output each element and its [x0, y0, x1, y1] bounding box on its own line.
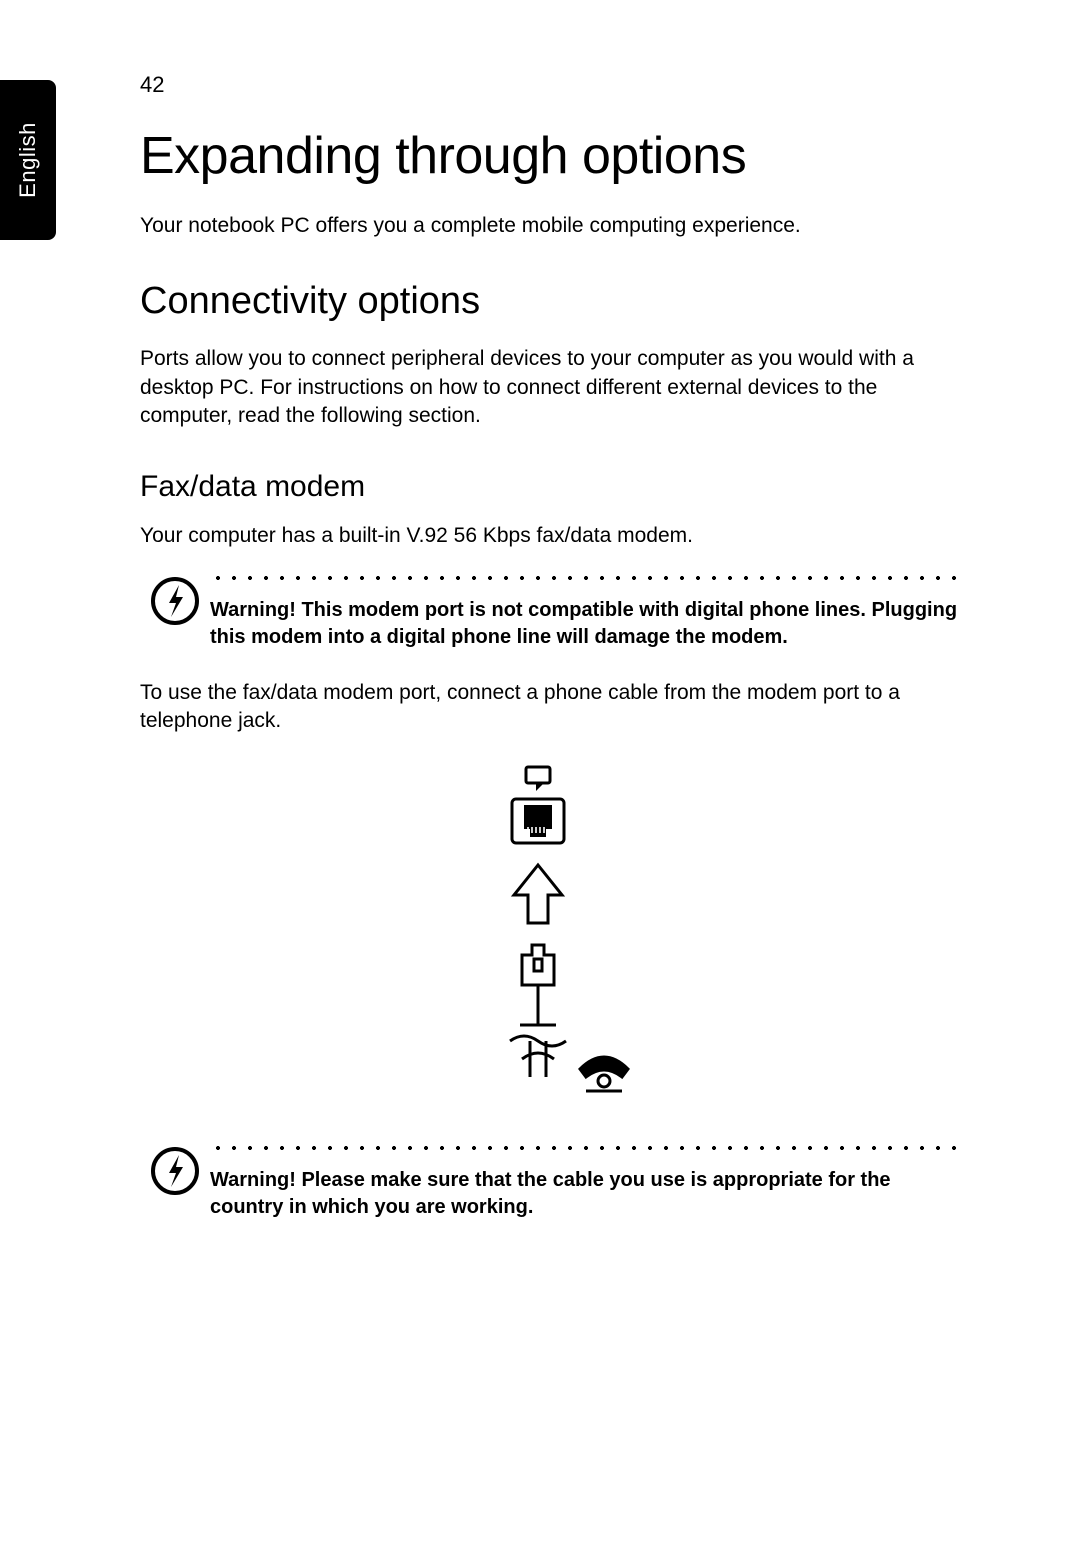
manual-page: English 42 Expanding through options You…: [0, 0, 1080, 1549]
warning-1-text: Warning! This modem port is not compatib…: [210, 597, 960, 651]
language-tab: English: [0, 80, 56, 240]
dotted-divider: [210, 1145, 960, 1151]
connectivity-body: Ports allow you to connect peripheral de…: [140, 345, 960, 430]
warning-2-text: Warning! Please make sure that the cable…: [210, 1167, 960, 1221]
dotted-divider: [210, 575, 960, 581]
fax-heading: Fax/data modem: [140, 470, 960, 504]
warning-block-2: Warning! Please make sure that the cable…: [140, 1145, 960, 1221]
modem-diagram: [140, 765, 960, 1105]
warning-block-1: Warning! This modem port is not compatib…: [140, 575, 960, 651]
page-number: 42: [140, 72, 960, 98]
page-title: Expanding through options: [140, 126, 960, 186]
intro-text: Your notebook PC offers you a complete m…: [140, 212, 960, 240]
fax-body: Your computer has a built-in V.92 56 Kbp…: [140, 522, 960, 550]
lightning-icon: [140, 1145, 210, 1197]
connectivity-heading: Connectivity options: [140, 280, 960, 323]
language-label: English: [15, 122, 41, 198]
lightning-icon: [140, 575, 210, 627]
fax-usage-text: To use the fax/data modem port, connect …: [140, 679, 960, 736]
